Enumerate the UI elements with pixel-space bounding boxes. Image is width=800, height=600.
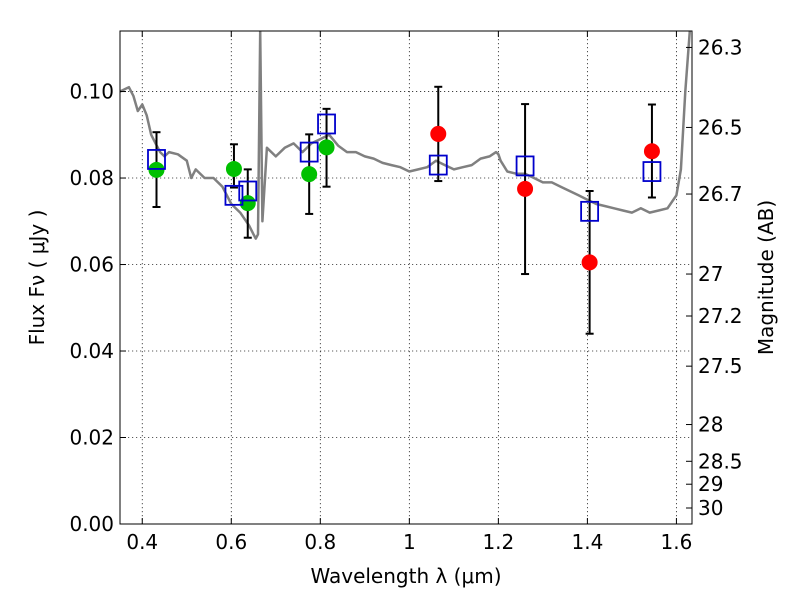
y-tick-label: 0.06 bbox=[69, 253, 114, 277]
right-tick-label: 28 bbox=[698, 413, 723, 437]
blue-square-point bbox=[317, 113, 336, 135]
right-tick-label: 28.5 bbox=[698, 449, 743, 473]
blue-square-point bbox=[428, 154, 448, 176]
blue-square-point bbox=[642, 161, 662, 182]
x-tick-label: 0.6 bbox=[215, 530, 247, 554]
right-tick-label: 29 bbox=[698, 472, 723, 496]
right-tick-label: 27.2 bbox=[698, 304, 743, 328]
right-tick-label: 30 bbox=[698, 496, 723, 520]
green-data-point bbox=[239, 195, 256, 212]
y-tick-label: 0.02 bbox=[69, 426, 114, 450]
right-tick-label: 26.7 bbox=[698, 182, 743, 206]
x-tick-label: 1 bbox=[403, 530, 416, 554]
red-data-point bbox=[643, 143, 660, 160]
blue-square-point bbox=[515, 155, 535, 177]
blue-square-point bbox=[238, 180, 258, 202]
plot-content bbox=[120, 31, 692, 335]
right-tick-label: 26.5 bbox=[698, 115, 743, 139]
y-tick-label: 0.04 bbox=[69, 339, 114, 363]
green-data-point bbox=[318, 139, 335, 156]
model-spectrum-line bbox=[120, 31, 692, 240]
x-tick-label: 1.4 bbox=[571, 530, 603, 554]
green-data-point bbox=[225, 160, 242, 177]
right-tick-label: 27 bbox=[698, 262, 723, 286]
plot-area-frame bbox=[119, 30, 693, 525]
blue-square-point bbox=[224, 184, 244, 206]
blue-square-point bbox=[580, 200, 600, 222]
blue-square-point bbox=[299, 141, 319, 163]
right-tick-label: 26.3 bbox=[698, 35, 743, 59]
right-tick-label: 27.5 bbox=[698, 354, 743, 378]
x-tick-label: 0.4 bbox=[126, 530, 158, 554]
x-tick-label: 1.6 bbox=[661, 530, 693, 554]
blue-square-point bbox=[147, 149, 166, 170]
right-axis-title: Magnitude (AB) bbox=[754, 200, 778, 355]
red-data-point bbox=[581, 254, 598, 271]
y-axis-title: Flux Fν ( μJy ) bbox=[25, 210, 49, 346]
red-data-point bbox=[517, 180, 534, 197]
ticks: 0.4 0.6 0.8 1 1.2 1.4 1.6 0.00 0.02 0.04 0.06 0.08 0… bbox=[69, 31, 743, 554]
x-tick-label: 1.2 bbox=[482, 530, 514, 554]
x-tick-label: 0.8 bbox=[304, 530, 336, 554]
x-axis-title: Wavelength λ (μm) bbox=[310, 564, 501, 588]
y-tick-label: 0.08 bbox=[69, 166, 114, 190]
red-data-point bbox=[430, 125, 447, 142]
green-data-point bbox=[301, 166, 318, 183]
y-tick-label: 0.10 bbox=[69, 80, 114, 104]
gridlines bbox=[120, 31, 692, 525]
y-tick-label: 0.00 bbox=[69, 512, 114, 536]
